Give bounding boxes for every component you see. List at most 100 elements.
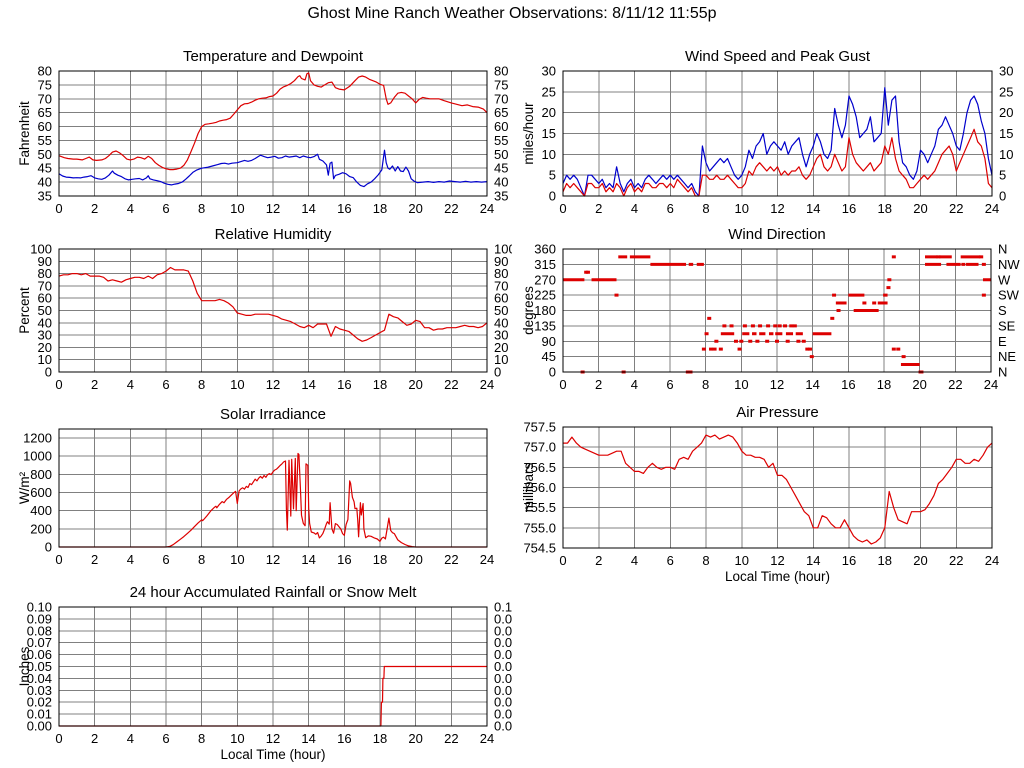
svg-text:90: 90 (494, 254, 508, 269)
svg-text:0: 0 (55, 201, 62, 216)
svg-text:22: 22 (444, 552, 458, 567)
svg-text:14: 14 (301, 552, 315, 567)
svg-text:20: 20 (913, 553, 927, 568)
svg-text:Temperature and Dewpoint: Temperature and Dewpoint (183, 48, 364, 65)
svg-text:4: 4 (127, 552, 134, 567)
svg-text:Wind Speed and Peak Gust: Wind Speed and Peak Gust (685, 48, 871, 65)
svg-text:22: 22 (444, 201, 458, 216)
svg-text:0: 0 (999, 189, 1006, 204)
svg-text:12: 12 (770, 553, 784, 568)
svg-text:0.06: 0.06 (494, 647, 512, 662)
svg-text:50: 50 (38, 303, 52, 318)
svg-text:18: 18 (373, 731, 387, 746)
svg-text:18: 18 (878, 201, 892, 216)
svg-text:10: 10 (230, 731, 244, 746)
svg-text:360: 360 (534, 242, 556, 257)
svg-text:2: 2 (91, 377, 98, 392)
svg-text:0.09: 0.09 (494, 611, 512, 626)
svg-text:0.03: 0.03 (494, 683, 512, 698)
svg-text:14: 14 (301, 377, 315, 392)
svg-text:0: 0 (549, 189, 556, 204)
svg-text:0.00: 0.00 (494, 719, 512, 734)
svg-text:757.0: 757.0 (523, 440, 556, 455)
svg-text:90: 90 (542, 334, 556, 349)
svg-text:10: 10 (735, 553, 749, 568)
svg-text:200: 200 (30, 521, 52, 536)
svg-text:4: 4 (631, 201, 638, 216)
svg-text:15: 15 (999, 126, 1013, 141)
svg-text:30: 30 (494, 328, 508, 343)
svg-text:6: 6 (667, 201, 674, 216)
svg-text:6: 6 (667, 553, 674, 568)
svg-text:12: 12 (266, 201, 280, 216)
svg-text:18: 18 (877, 377, 891, 392)
svg-text:20: 20 (494, 340, 508, 355)
svg-text:20: 20 (408, 731, 422, 746)
svg-text:0.01: 0.01 (494, 707, 512, 722)
svg-text:35: 35 (494, 189, 508, 204)
svg-text:Wind Direction: Wind Direction (728, 226, 826, 243)
svg-text:Relative Humidity: Relative Humidity (215, 226, 332, 243)
svg-text:60: 60 (494, 291, 508, 306)
svg-text:40: 40 (494, 175, 508, 190)
svg-text:4: 4 (127, 731, 134, 746)
svg-text:100: 100 (30, 242, 52, 257)
svg-text:45: 45 (542, 349, 556, 364)
svg-text:70: 70 (38, 278, 52, 293)
svg-text:10: 10 (999, 147, 1013, 162)
svg-text:45: 45 (494, 161, 508, 176)
svg-text:70: 70 (494, 91, 508, 106)
svg-text:600: 600 (30, 485, 52, 500)
svg-text:Local Time (hour): Local Time (hour) (220, 747, 325, 762)
svg-text:16: 16 (337, 731, 351, 746)
svg-text:30: 30 (999, 64, 1013, 79)
svg-text:0: 0 (494, 365, 501, 380)
svg-text:14: 14 (806, 201, 820, 216)
svg-text:0: 0 (559, 201, 566, 216)
svg-text:10: 10 (734, 377, 748, 392)
svg-text:10: 10 (38, 352, 52, 367)
svg-text:Percent: Percent (17, 287, 32, 334)
svg-text:2: 2 (91, 201, 98, 216)
svg-text:50: 50 (494, 147, 508, 162)
svg-text:6: 6 (666, 377, 673, 392)
svg-text:4: 4 (631, 377, 638, 392)
svg-text:24: 24 (480, 201, 494, 216)
svg-text:756.5: 756.5 (523, 460, 556, 475)
svg-text:24: 24 (985, 201, 999, 216)
svg-text:6: 6 (162, 377, 169, 392)
svg-text:800: 800 (30, 467, 52, 482)
svg-text:4: 4 (127, 201, 134, 216)
svg-text:20: 20 (542, 105, 556, 120)
svg-text:60: 60 (38, 119, 52, 134)
svg-text:8: 8 (702, 377, 709, 392)
svg-text:16: 16 (337, 377, 351, 392)
svg-text:0.05: 0.05 (27, 659, 52, 674)
svg-text:2: 2 (91, 731, 98, 746)
svg-text:8: 8 (198, 552, 205, 567)
svg-text:70: 70 (38, 91, 52, 106)
svg-text:400: 400 (30, 503, 52, 518)
svg-text:0.02: 0.02 (494, 695, 512, 710)
svg-text:80: 80 (38, 64, 52, 79)
svg-text:25: 25 (542, 84, 556, 99)
svg-text:15: 15 (542, 126, 556, 141)
svg-text:20: 20 (408, 377, 422, 392)
svg-text:14: 14 (301, 201, 315, 216)
svg-text:1000: 1000 (23, 449, 52, 464)
svg-text:0.07: 0.07 (494, 635, 512, 650)
svg-text:N: N (998, 242, 1007, 257)
svg-text:5: 5 (999, 168, 1006, 183)
chart-relative-humidity: 0 0 10 10 20 20 30 30 40 40 50 50 60 60 70 70 80 80 90 90 10… (0, 220, 512, 398)
svg-text:100: 100 (494, 242, 512, 257)
svg-text:4: 4 (631, 553, 638, 568)
svg-text:16: 16 (842, 201, 856, 216)
svg-text:20: 20 (913, 201, 927, 216)
svg-text:18: 18 (373, 377, 387, 392)
svg-text:Solar Irradiance: Solar Irradiance (220, 406, 326, 423)
svg-text:270: 270 (534, 272, 556, 287)
svg-text:22: 22 (444, 731, 458, 746)
svg-text:6: 6 (162, 201, 169, 216)
svg-text:2: 2 (595, 377, 602, 392)
svg-text:20: 20 (38, 340, 52, 355)
